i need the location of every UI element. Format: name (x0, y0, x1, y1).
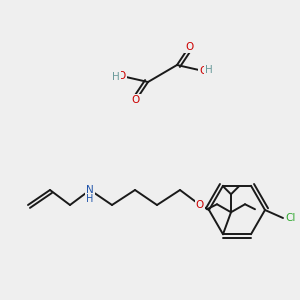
Text: O: O (196, 200, 204, 210)
Text: H: H (112, 72, 120, 82)
Text: H: H (86, 194, 94, 204)
Text: O: O (132, 95, 140, 105)
Text: O: O (118, 71, 126, 81)
Text: O: O (185, 42, 193, 52)
Text: O: O (199, 66, 207, 76)
Text: Cl: Cl (286, 213, 296, 223)
Text: N: N (86, 185, 94, 195)
Text: H: H (205, 65, 213, 75)
